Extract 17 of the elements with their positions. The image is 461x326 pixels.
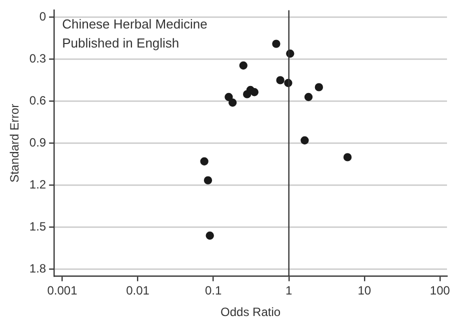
y-axis-title: Standard Error	[8, 104, 22, 183]
y-tick-label: 1.5	[29, 220, 46, 234]
y-tick-label: 1.8	[29, 262, 46, 276]
x-tick-label: 1	[286, 284, 293, 298]
y-tick-label: 0.9	[29, 136, 46, 150]
annotation: Published in English	[62, 35, 180, 50]
x-axis-title: Odds Ratio	[220, 305, 281, 320]
x-tick-label: 100	[430, 284, 450, 298]
x-tick-label: 0.1	[204, 284, 222, 298]
x-tick-label: 10	[358, 284, 372, 298]
x-tick-label: 0.001	[47, 284, 78, 298]
y-tick-label: 0.6	[29, 94, 46, 108]
y-tick-label: 0.3	[29, 52, 46, 66]
y-tick-label: 1.2	[29, 178, 46, 192]
x-tick-label: 0.01	[126, 284, 150, 298]
y-tick-label: 0	[39, 10, 46, 24]
annotation: Chinese Herbal Medicine	[62, 16, 208, 32]
